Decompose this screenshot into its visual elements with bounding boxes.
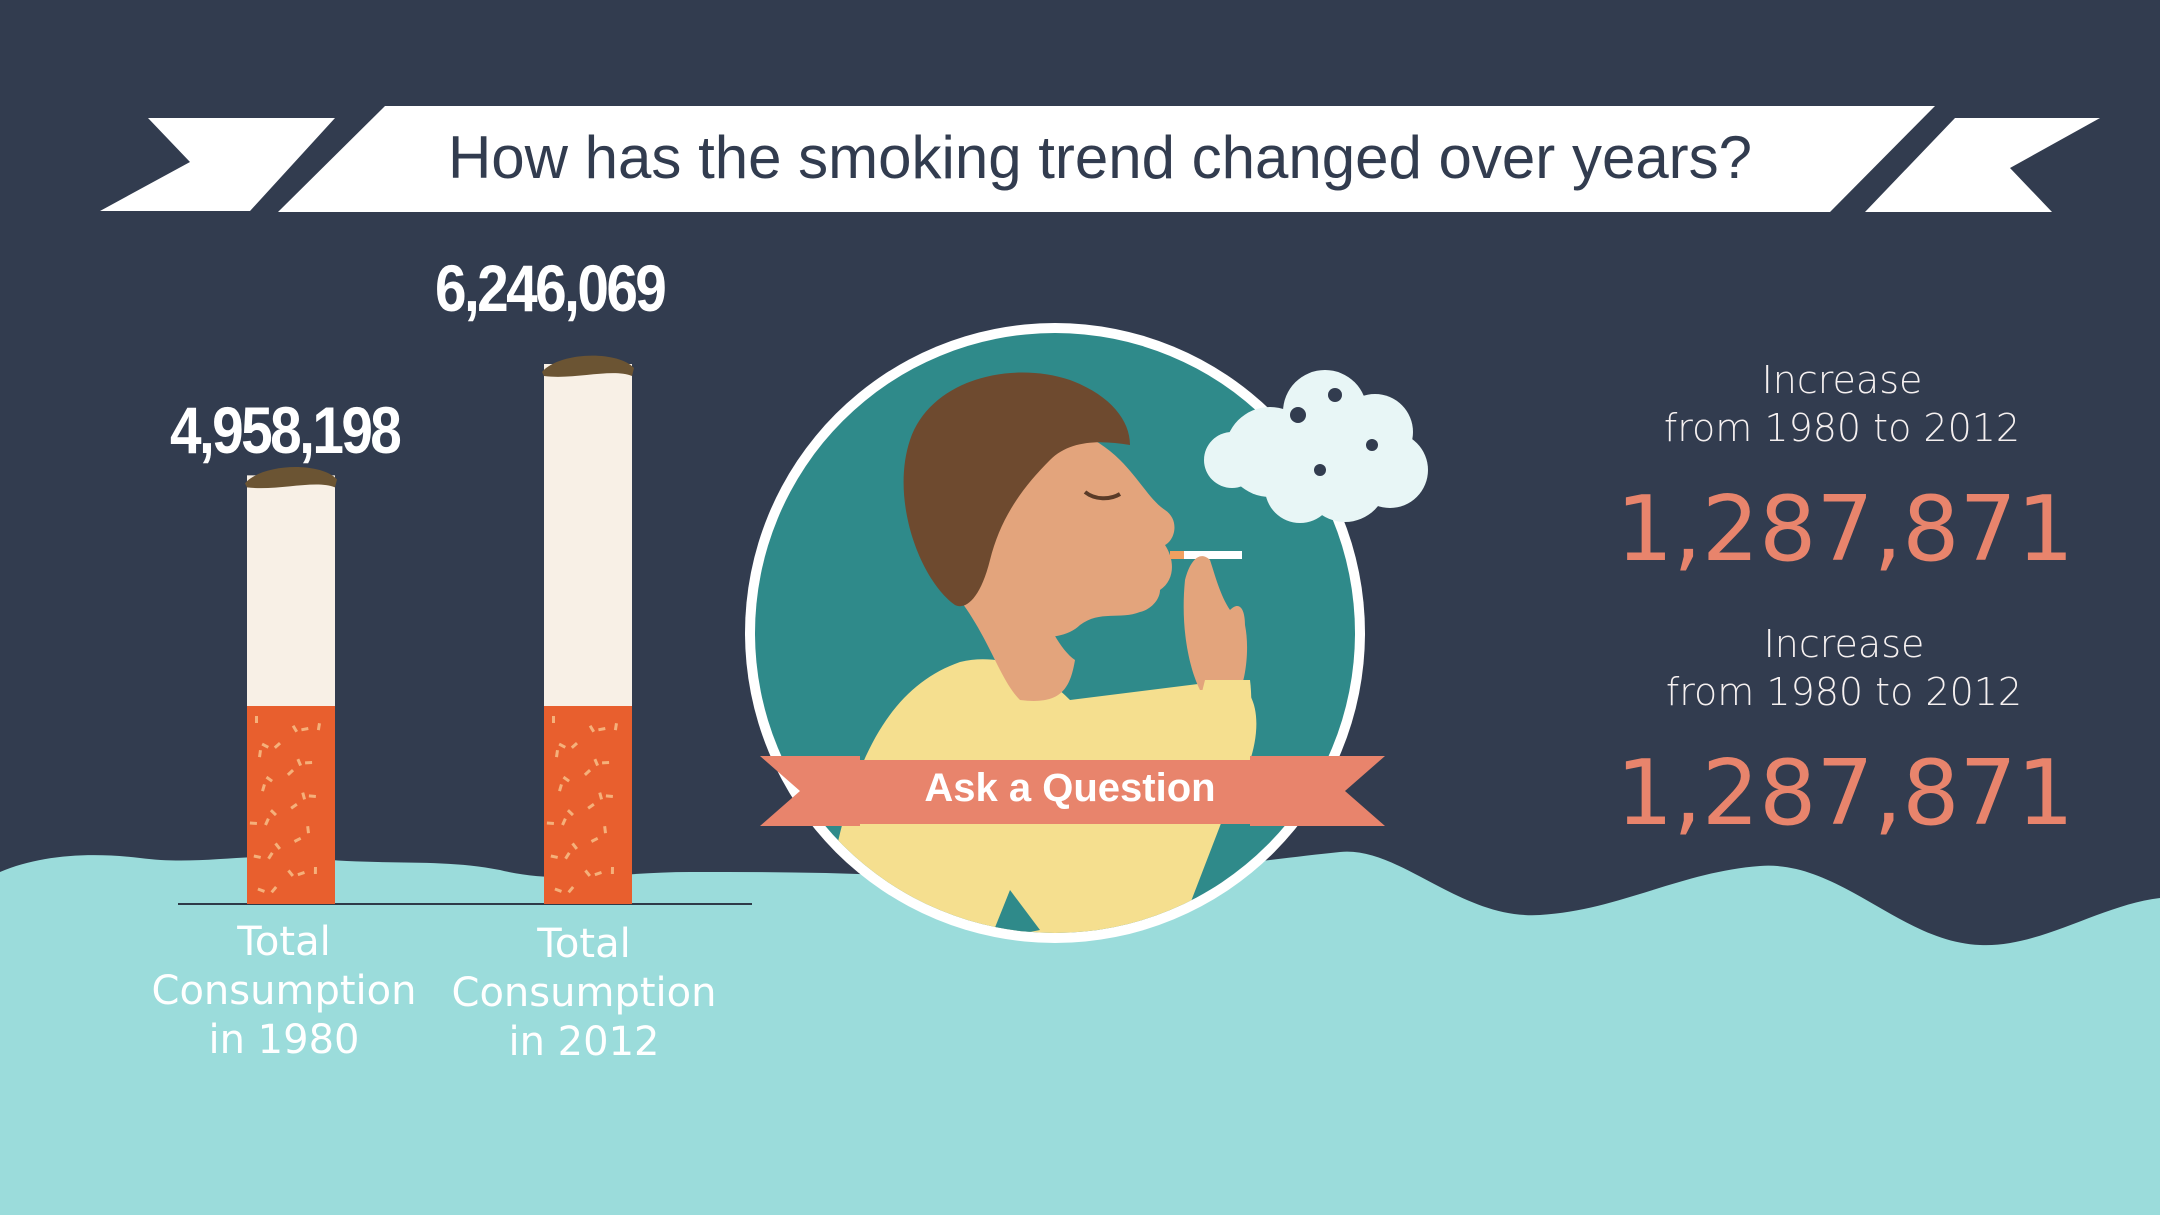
- held-cigarette-filter: [1170, 551, 1184, 559]
- tobacco-speck: [605, 794, 614, 798]
- tobacco-speck: [570, 742, 579, 749]
- increase-value-1: 1,287,871: [1615, 477, 2075, 582]
- ribbon-main-band: [278, 106, 1935, 212]
- tobacco-speck: [613, 723, 618, 731]
- cigarette-bar: [245, 467, 337, 904]
- tobacco-speck: [610, 867, 614, 875]
- tobacco-speck: [305, 761, 313, 765]
- increase-label-line: from 1980 to 2012: [1663, 406, 2021, 450]
- tobacco-speck: [296, 758, 303, 767]
- tobacco-speck: [594, 871, 602, 877]
- ribbon-left-tail: [100, 118, 335, 211]
- tobacco-speck: [567, 886, 575, 894]
- tobacco-speck: [598, 727, 606, 732]
- tobacco-speck: [313, 867, 317, 875]
- tobacco-speck: [554, 887, 562, 893]
- cigarette-bar: [542, 355, 634, 904]
- category-label-line: Consumption: [451, 970, 717, 1016]
- tobacco-speck: [566, 809, 575, 817]
- tobacco-speck: [258, 750, 262, 758]
- tobacco-speck: [564, 852, 571, 860]
- category-label-2012: Total Consumption in 2012: [434, 920, 734, 1067]
- tobacco-speck: [587, 802, 595, 810]
- smoke-cloud: [1204, 370, 1428, 523]
- cigarette-ash: [542, 355, 634, 377]
- cigarette-tobacco: [544, 706, 632, 904]
- tobacco-speck: [274, 842, 281, 850]
- tobacco-speck: [273, 742, 282, 749]
- tobacco-speck: [286, 769, 295, 776]
- tobacco-speck: [261, 742, 269, 749]
- category-label-line: Total: [237, 919, 331, 965]
- tobacco-speck: [291, 724, 298, 733]
- category-label-line: in 1980: [208, 1017, 360, 1063]
- tobacco-speck: [287, 869, 294, 877]
- tobacco-speck: [588, 724, 596, 733]
- page-title: How has the smoking trend changed over y…: [447, 124, 1753, 191]
- tobacco-speck: [255, 716, 258, 723]
- tobacco-speck: [264, 817, 270, 826]
- increase-label-line: from 1980 to 2012: [1665, 670, 2023, 714]
- hand: [1183, 556, 1248, 690]
- tobacco-speck: [558, 784, 563, 792]
- tobacco-speck: [249, 821, 257, 825]
- tobacco-speck: [301, 792, 307, 800]
- tobacco-speck: [583, 769, 592, 776]
- increase-label-2: Increase from 1980 to 2012: [1614, 620, 2074, 716]
- tobacco-speck: [584, 869, 592, 877]
- tobacco-speck: [297, 870, 305, 877]
- tobacco-speck: [558, 742, 566, 749]
- tobacco-speck: [257, 887, 265, 893]
- tobacco-speck: [603, 826, 608, 834]
- tobacco-speck: [550, 854, 558, 859]
- category-label-line: Consumption: [151, 968, 417, 1014]
- tobacco-speck: [293, 836, 302, 843]
- tobacco-speck: [253, 854, 262, 859]
- tobacco-speck: [265, 775, 273, 783]
- ask-a-question-button[interactable]: Ask a Question: [924, 766, 1216, 810]
- tobacco-speck: [571, 842, 578, 850]
- cigarette-ash: [245, 467, 337, 489]
- tobacco-speck: [555, 750, 559, 758]
- tobacco-speck: [270, 886, 278, 894]
- tobacco-speck: [306, 826, 311, 834]
- tobacco-speck: [546, 821, 554, 825]
- bar-value-label-1980: 4,958,198: [170, 393, 402, 467]
- tobacco-speck: [316, 723, 321, 731]
- increase-label-line: Increase: [1761, 358, 1923, 402]
- bar-value-label-2012: 6,246,069: [435, 251, 667, 325]
- category-label-line: Total: [537, 921, 631, 967]
- smoke-holes: [1290, 388, 1378, 476]
- hair: [903, 372, 1130, 607]
- tobacco-speck: [290, 802, 298, 810]
- tobacco-speck: [593, 758, 599, 767]
- category-label-line: in 2012: [508, 1019, 660, 1065]
- tobacco-speck: [261, 783, 266, 792]
- ask-ribbon-band: [812, 760, 1337, 824]
- tobacco-speck: [598, 792, 604, 800]
- tobacco-speck: [561, 817, 567, 826]
- increase-label-1: Increase from 1980 to 2012: [1612, 356, 2072, 452]
- tobacco-speck: [267, 852, 274, 860]
- title-ribbon: [100, 106, 2100, 212]
- tobacco-speck: [552, 716, 555, 723]
- ribbon-right-tail: [1865, 118, 2100, 212]
- tobacco-speck: [590, 836, 599, 843]
- shirt-shadow: [990, 890, 1040, 933]
- tobacco-speck: [301, 727, 309, 732]
- water-wave: [0, 851, 2160, 1215]
- increase-value-2: 1,287,871: [1615, 741, 2075, 846]
- ask-question-ribbon: [760, 756, 1385, 826]
- category-label-1980: Total Consumption in 1980: [134, 918, 434, 1065]
- tobacco-speck: [269, 809, 278, 817]
- tobacco-speck: [602, 761, 610, 765]
- tobacco-speck: [562, 775, 571, 783]
- held-cigarette: [1170, 551, 1242, 559]
- chart-bars: [245, 355, 634, 904]
- eye-closed: [1083, 490, 1122, 501]
- tobacco-speck: [308, 794, 317, 798]
- cigarette-tobacco: [247, 706, 335, 904]
- increase-label-line: Increase: [1763, 622, 1925, 666]
